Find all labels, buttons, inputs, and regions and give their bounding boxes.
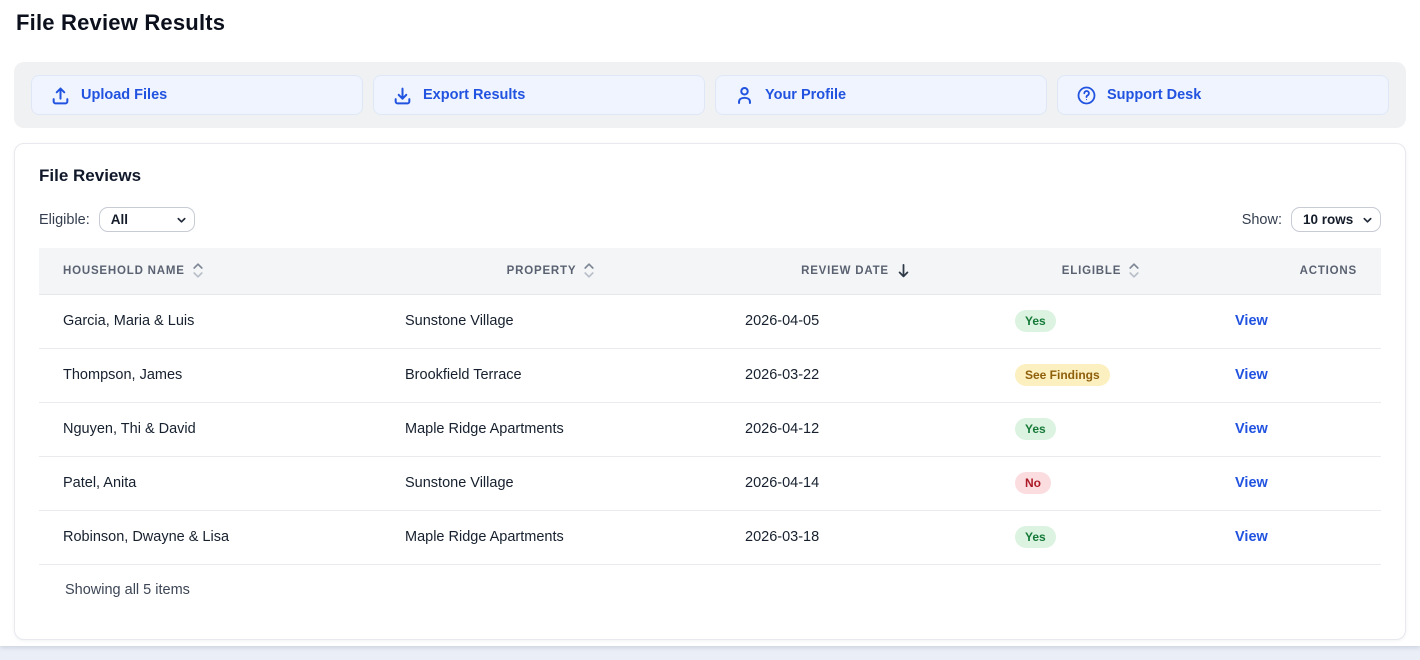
view-link[interactable]: View — [1235, 529, 1268, 545]
download-icon — [392, 85, 413, 106]
column-header-actions: ACTIONS — [1211, 248, 1381, 295]
household-name-cell: Garcia, Maria & Luis — [39, 294, 381, 349]
table-row: Nguyen, Thi & David Maple Ridge Apartmen… — [39, 402, 1381, 457]
property-cell: Maple Ridge Apartments — [381, 402, 721, 457]
sort-icon — [583, 262, 595, 279]
support-desk-button[interactable]: Support Desk — [1057, 75, 1389, 115]
eligible-filter-label: Eligible: — [39, 211, 90, 228]
view-link[interactable]: View — [1235, 421, 1268, 437]
upload-files-button[interactable]: Upload Files — [31, 75, 363, 115]
eligible-cell: No — [991, 456, 1211, 511]
page: File Review Results Upload Files Export … — [0, 0, 1420, 646]
view-link[interactable]: View — [1235, 313, 1268, 329]
eligible-filter-group: Eligible: All — [39, 207, 195, 232]
table-footer-summary: Showing all 5 items — [65, 581, 190, 598]
review-date-cell: 2026-03-22 — [721, 348, 991, 403]
filter-row: Eligible: All Show: 10 rows — [39, 207, 1381, 232]
column-header-eligible[interactable]: ELIGIBLE — [991, 248, 1211, 295]
column-header-property[interactable]: PROPERTY — [381, 248, 721, 295]
actions-cell: View — [1211, 348, 1381, 403]
upload-icon — [50, 85, 71, 106]
household-name-cell: Nguyen, Thi & David — [39, 402, 381, 457]
sort-icon — [192, 262, 204, 279]
file-reviews-panel: File Reviews Eligible: All Show: 10 ro — [14, 143, 1406, 640]
toolbar: Upload Files Export Results Your Profile — [14, 62, 1406, 128]
column-header-review-date[interactable]: REVIEW DATE — [721, 248, 991, 295]
page-title: File Review Results — [16, 10, 226, 35]
property-cell: Sunstone Village — [381, 456, 721, 511]
sort-icon — [1128, 262, 1140, 279]
show-rows-group: Show: 10 rows — [1242, 207, 1381, 232]
show-rows-select[interactable]: 10 rows — [1291, 207, 1381, 232]
table-row: Robinson, Dwayne & Lisa Maple Ridge Apar… — [39, 510, 1381, 565]
review-date-cell: 2026-04-14 — [721, 456, 991, 511]
table-header-row: HOUSEHOLD NAME PROPERTY — [39, 248, 1381, 295]
sort-desc-arrow-icon — [896, 262, 911, 280]
your-profile-label: Your Profile — [765, 87, 847, 103]
upload-files-label: Upload Files — [81, 87, 168, 103]
eligible-filter-select[interactable]: All — [98, 207, 195, 232]
export-results-button[interactable]: Export Results — [373, 75, 705, 115]
table-row: Garcia, Maria & Luis Sunstone Village 20… — [39, 294, 1381, 349]
column-header-household-name[interactable]: HOUSEHOLD NAME — [39, 248, 381, 295]
eligible-cell: Yes — [991, 402, 1211, 457]
property-cell: Brookfield Terrace — [381, 348, 721, 403]
actions-cell: View — [1211, 456, 1381, 511]
file-reviews-table: HOUSEHOLD NAME PROPERTY — [39, 248, 1381, 565]
actions-cell: View — [1211, 510, 1381, 565]
view-link[interactable]: View — [1235, 475, 1268, 491]
eligible-badge: Yes — [1015, 310, 1056, 332]
table-row: Thompson, James Brookfield Terrace 2026-… — [39, 348, 1381, 403]
review-date-cell: 2026-04-05 — [721, 294, 991, 349]
review-date-cell: 2026-03-18 — [721, 510, 991, 565]
eligible-badge: No — [1015, 472, 1051, 494]
help-circle-icon — [1076, 85, 1097, 106]
household-name-cell: Thompson, James — [39, 348, 381, 403]
eligible-cell: See Findings — [991, 348, 1211, 403]
panel-title: File Reviews — [39, 166, 142, 185]
actions-cell: View — [1211, 402, 1381, 457]
user-icon — [734, 85, 755, 106]
eligible-badge: Yes — [1015, 526, 1056, 548]
support-desk-label: Support Desk — [1107, 87, 1202, 103]
review-date-cell: 2026-04-12 — [721, 402, 991, 457]
household-name-cell: Patel, Anita — [39, 456, 381, 511]
eligible-cell: Yes — [991, 294, 1211, 349]
actions-cell: View — [1211, 294, 1381, 349]
export-results-label: Export Results — [423, 87, 526, 103]
show-rows-label: Show: — [1241, 211, 1282, 228]
eligible-badge: Yes — [1015, 418, 1056, 440]
household-name-cell: Robinson, Dwayne & Lisa — [39, 510, 381, 565]
property-cell: Maple Ridge Apartments — [381, 510, 721, 565]
table-row: Patel, Anita Sunstone Village 2026-04-14… — [39, 456, 1381, 511]
your-profile-button[interactable]: Your Profile — [715, 75, 1047, 115]
eligible-badge: See Findings — [1015, 364, 1110, 386]
view-link[interactable]: View — [1235, 367, 1268, 383]
eligible-cell: Yes — [991, 510, 1211, 565]
property-cell: Sunstone Village — [381, 294, 721, 349]
